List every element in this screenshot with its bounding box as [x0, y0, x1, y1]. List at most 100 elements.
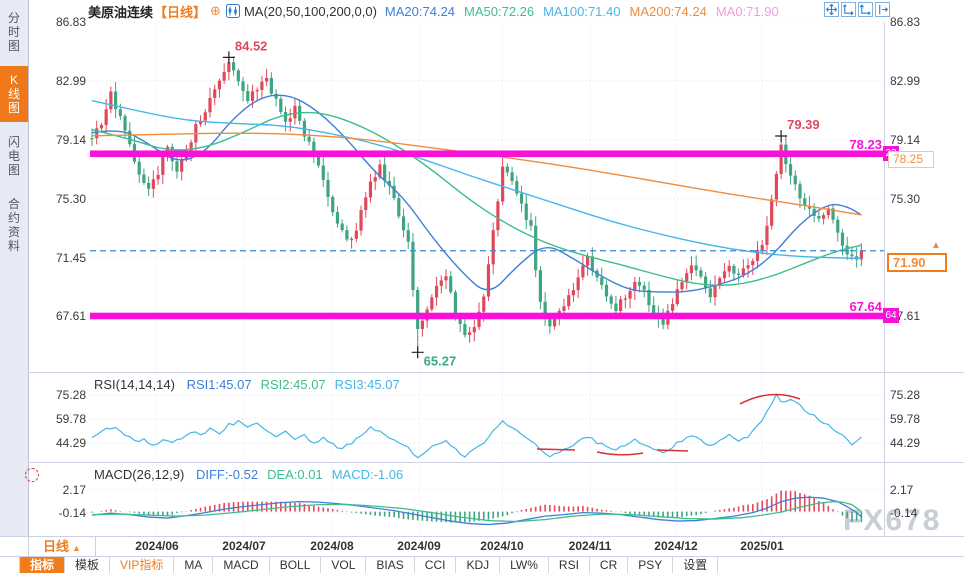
candlesticks[interactable]: [90, 56, 863, 353]
rsi-annotation-stroke: [739, 393, 801, 405]
ma100-line: [91, 99, 862, 260]
price-tick-label: 86.83: [55, 15, 86, 29]
x-scale-icon[interactable]: [841, 2, 856, 17]
price-tick-label: 86.83: [890, 15, 921, 29]
svg-text:84.52: 84.52: [235, 38, 268, 53]
indicator-tab[interactable]: CR: [590, 557, 629, 573]
cross-marker-icon: [775, 129, 788, 142]
indicator-value-label: RSI2:45.07: [260, 377, 326, 392]
macd-header[interactable]: MACD(26,12,9) DIFF:-0.52 DEA:0.01 MACD:-1.…: [94, 467, 421, 482]
level-axis-tag: 64: [883, 308, 899, 324]
ma50-line: [91, 111, 862, 287]
price-axis-divider: [884, 22, 885, 536]
price-tick-label: 79.14: [890, 132, 921, 147]
indicator-tab[interactable]: VIP指标: [110, 557, 175, 573]
panel-separator[interactable]: [28, 462, 964, 463]
period-label: 日线: [43, 539, 70, 554]
indicator-value-label: DIFF:-0.52: [195, 467, 259, 482]
instrument-title: 美原油连续: [88, 4, 154, 20]
price-tick-label: 75.28: [890, 388, 921, 402]
price-tick-label: 82.99: [890, 73, 921, 88]
pan-right-icon[interactable]: [875, 2, 890, 17]
indicator-tab[interactable]: 设置: [673, 557, 719, 573]
rsi-header[interactable]: RSI(14,14,14) RSI1:45.07 RSI2:45.07 RSI3:4…: [94, 377, 418, 392]
cross-marker-icon: [411, 346, 424, 359]
indicator-tab[interactable]: BIAS: [366, 557, 415, 573]
ma-settings-label[interactable]: MA(20,50,100,200,0,0): [243, 3, 377, 19]
indicator-tab[interactable]: RSI: [549, 557, 590, 573]
x-axis-date: 2024/06: [135, 539, 179, 553]
ma-value-label: MA0:71.90: [715, 3, 779, 19]
current-price-box[interactable]: 71.90: [887, 253, 947, 272]
indicator-tab[interactable]: CCI: [415, 557, 457, 573]
x-axis-date: 2025/01: [740, 539, 784, 553]
ma-value-label: MA200:74.24: [629, 3, 707, 19]
ma20-line: [91, 94, 862, 293]
x-axis-date: 2024/08: [310, 539, 354, 553]
panel-separator[interactable]: [28, 372, 964, 373]
indicator-tab[interactable]: VOL: [321, 557, 367, 573]
ma-values: MA20:74.24 MA50:72.26 MA100:71.40 MA200:74.…: [385, 4, 788, 19]
rsi-annotation-stroke: [656, 449, 689, 452]
period-arrow-icon: ▲: [72, 543, 81, 553]
indicator-value-label: RSI1:45.07: [186, 377, 252, 392]
price-tick-label: 59.78: [890, 412, 921, 426]
ma-lines: [91, 94, 862, 293]
add-indicator-icon[interactable]: ⊕: [210, 3, 221, 18]
indicator-tab[interactable]: KDJ: [456, 557, 501, 573]
indicator-tab[interactable]: 指标: [19, 557, 66, 573]
indicator-tab[interactable]: MA: [174, 557, 214, 573]
rsi-line: [91, 393, 862, 459]
x-axis-date: 2024/07: [222, 539, 266, 553]
macd-name: MACD(26,12,9): [94, 467, 185, 482]
move-crosshair-icon[interactable]: [824, 2, 839, 17]
price-tick-label: 82.99: [55, 73, 86, 88]
price-tick-label: 79.14: [55, 132, 86, 147]
ma-value-label: MA100:71.40: [543, 3, 621, 19]
point-annotations: 84.52 79.39 65.27: [222, 38, 820, 368]
svg-text:78.23: 78.23: [849, 137, 882, 152]
price-tick-label: -0.14: [890, 506, 918, 520]
drawn-levels[interactable]: 78.23 67.64: [90, 137, 884, 320]
dea-line: [91, 500, 862, 523]
sidebar-item-0[interactable]: 分时图: [7, 11, 20, 53]
rsi-annotation-stroke: [596, 451, 644, 456]
indicator-tab[interactable]: PSY: [628, 557, 674, 573]
price-tick-label: 67.61: [55, 309, 86, 324]
sidebar-item-3[interactable]: 合约资料: [7, 197, 20, 253]
y-scale-icon[interactable]: [858, 2, 873, 17]
macd-values: DIFF:-0.52 DEA:0.01 MACD:-1.06: [196, 467, 412, 482]
indicator-tabbar: 指标 模板 VIP指标 MA MACD BOLL VOL BIAS CCI KDJ LW% RSI CR…: [0, 556, 964, 573]
x-axis-date: 2024/11: [568, 539, 612, 553]
price-tick-label: 67.61: [890, 309, 921, 324]
candlestick-icon[interactable]: [225, 4, 240, 18]
ma-value-label: MA50:72.26: [464, 3, 535, 19]
period-tag[interactable]: 【日线】: [154, 4, 207, 20]
indicator-tab[interactable]: BOLL: [270, 557, 322, 573]
svg-text:79.39: 79.39: [787, 117, 820, 132]
period-selector[interactable]: 日线 ▲: [28, 537, 96, 556]
rsi-values: RSI1:45.07 RSI2:45.07 RSI3:45.07: [187, 377, 409, 392]
price-tick-label: 2.17: [62, 483, 86, 497]
price-tick-label: -0.14: [58, 506, 86, 520]
price-tick-label: 59.78: [55, 412, 86, 426]
drawing-anchor-icon[interactable]: [25, 468, 39, 482]
x-axis-date: 2024/09: [397, 539, 441, 553]
price-tick-label: 2.17: [890, 483, 914, 497]
sidebar-item-2[interactable]: 闪电图: [7, 135, 20, 177]
indicator-value-label: RSI3:45.07: [334, 377, 400, 392]
indicator-value-label: DEA:0.01: [267, 467, 323, 482]
svg-text:67.64: 67.64: [849, 299, 882, 314]
indicator-tab[interactable]: 模板: [65, 557, 111, 573]
price-tick-label: 71.45: [55, 250, 86, 265]
svg-text:65.27: 65.27: [424, 353, 457, 368]
macd-panel: [91, 490, 863, 526]
price-tick-label: 44.29: [55, 436, 86, 450]
time-axis-row: 日线 ▲ 2024/06 2024/07 2024/08 2024/09 2024/10 2…: [0, 536, 964, 556]
indicator-tab[interactable]: MACD: [213, 557, 270, 573]
indicator-tab[interactable]: LW%: [500, 557, 549, 573]
